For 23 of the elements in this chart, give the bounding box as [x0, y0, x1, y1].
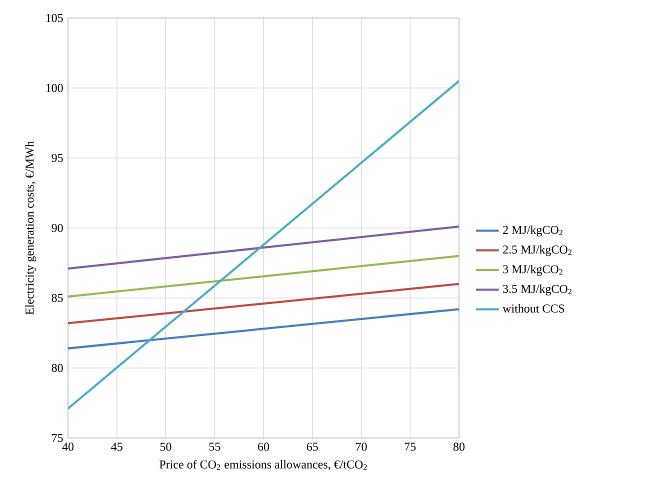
x-tick-label: 75: [404, 442, 416, 451]
x-tick-label: 65: [306, 442, 318, 451]
y-tick-label: 75: [52, 434, 63, 442]
x-tick-label: 40: [62, 442, 74, 451]
y-tick-label: 95: [52, 154, 63, 162]
legend-label: 3 MJ/kgCO$_{2}$: [503, 264, 562, 276]
y-axis-title: Electricity generation costs, €/MWh: [25, 141, 36, 315]
y-tick-label: 105: [46, 14, 63, 22]
x-tick-label: 60: [258, 442, 270, 451]
y-tick-label: 100: [46, 84, 63, 92]
legend-label: 3.5 MJ/kgCO$_{2}$: [503, 284, 572, 296]
y-tick-label: 85: [52, 294, 63, 302]
x-axis-title: Price of CO$_{2}$ emissions allowances, €/tCO$_{2}$: [160, 460, 367, 470]
x-tick-label: 70: [356, 442, 367, 451]
legend-label: 2 MJ/kgCO$_{2}$: [503, 226, 562, 236]
legend-label: without CCS: [502, 304, 564, 313]
x-tick-label: 45: [111, 442, 122, 451]
legend-label: 2.5 MJ/kgCO$_{2}$: [503, 245, 572, 256]
y-tick-label: 80: [52, 364, 63, 372]
x-tick-label: 55: [209, 442, 220, 451]
x-tick-label: 50: [160, 442, 172, 451]
x-tick-label: 80: [453, 442, 465, 451]
y-tick-label: 90: [52, 224, 63, 232]
